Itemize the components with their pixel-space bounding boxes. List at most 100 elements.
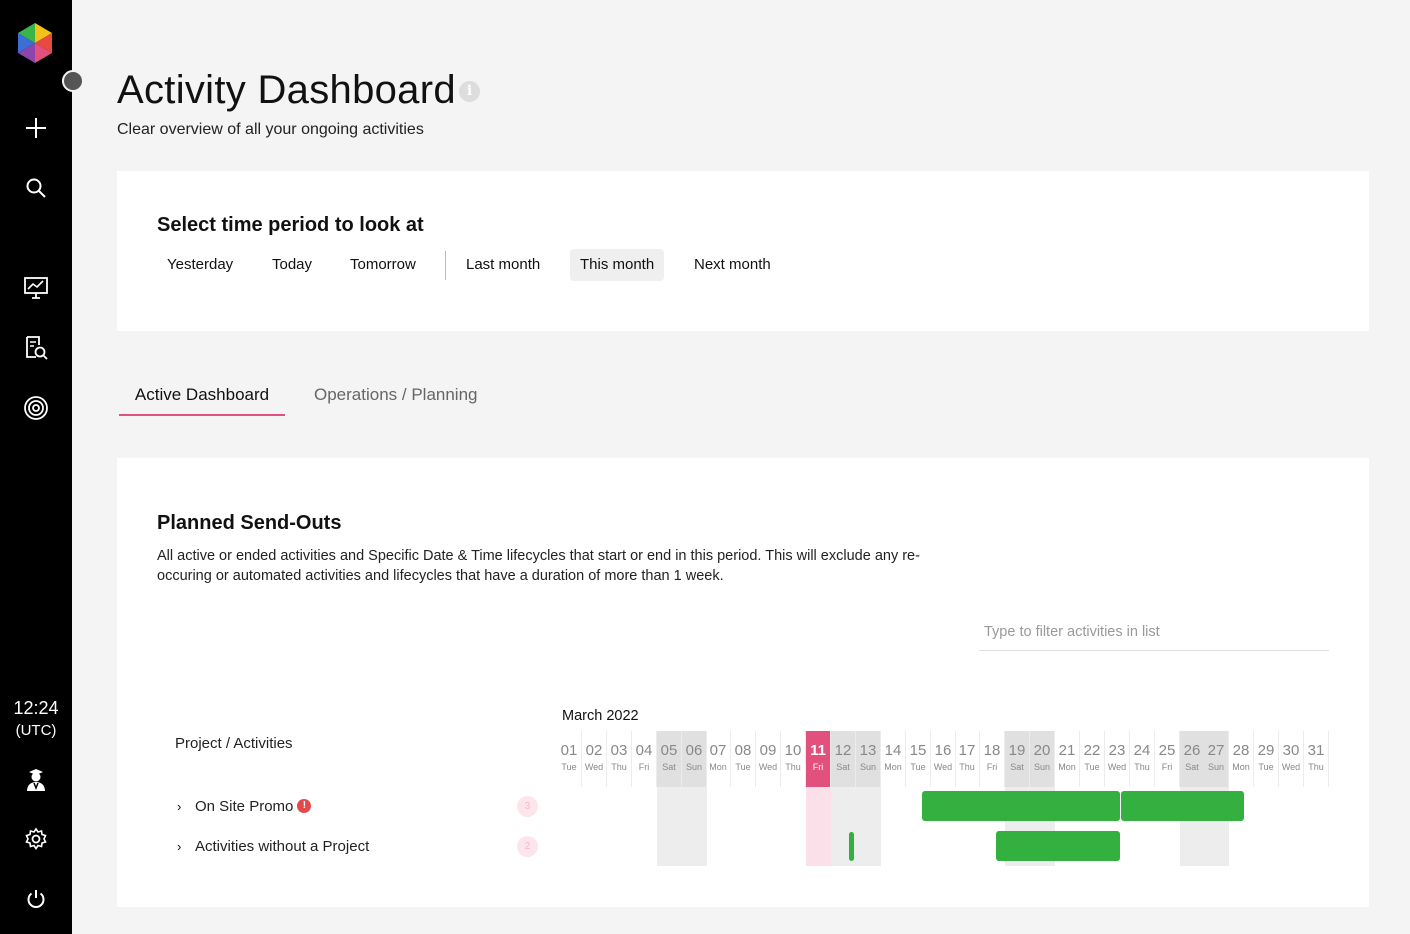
clock-zone: (UTC) [15, 722, 57, 739]
timeline-day-weekday: Sun [685, 762, 702, 772]
timeline-day-number: 26 [1183, 742, 1201, 759]
time-period-card: Select time period to look at Yesterday … [117, 171, 1369, 331]
timeline-day: 06 Sun [682, 731, 707, 787]
timeline-day-weekday: Wed [1281, 762, 1301, 772]
timeline-day: 22 Tue [1080, 731, 1105, 787]
timeline-day-weekday: Sun [1207, 762, 1224, 772]
period-today-button[interactable]: Today [272, 256, 313, 273]
timeline-day-number: 03 [610, 742, 628, 759]
weekend-column-band [657, 787, 682, 866]
timeline-day: 10 Thu [781, 731, 806, 787]
page-subtitle: Clear overview of all your ongoing activ… [117, 121, 424, 138]
timeline-day-number: 15 [909, 742, 927, 759]
chevron-right-icon[interactable]: › [177, 798, 182, 814]
timeline-day-number: 21 [1058, 742, 1076, 759]
timeline-day: 15 Tue [906, 731, 931, 787]
timeline-day-weekday: Wed [584, 762, 604, 772]
power-icon[interactable] [19, 882, 53, 916]
timeline-day: 25 Fri [1155, 731, 1180, 787]
tab-operations-planning[interactable]: Operations / Planning [314, 385, 478, 404]
timeline-day: 02 Wed [582, 731, 607, 787]
timeline-day: 09 Wed [756, 731, 781, 787]
timeline-day-weekday: Mon [884, 762, 902, 772]
timeline-day-number: 31 [1307, 742, 1325, 759]
search-icon[interactable] [19, 171, 53, 205]
activity-bar[interactable] [849, 832, 854, 861]
timeline-day-number: 23 [1108, 742, 1126, 759]
timeline-day-weekday: Wed [1107, 762, 1127, 772]
sendouts-title: Planned Send-Outs [157, 512, 342, 534]
period-next-month-button[interactable]: Next month [694, 256, 771, 273]
timeline-day-number: 08 [734, 742, 752, 759]
timeline-day-weekday: Sat [662, 762, 676, 772]
timeline-day-number: 17 [958, 742, 976, 759]
info-icon[interactable]: i [459, 81, 480, 102]
tab-active-dashboard[interactable]: Active Dashboard [119, 376, 285, 416]
timeline-day: 19 Sat [1005, 731, 1030, 787]
timeline-day-number: 25 [1158, 742, 1176, 759]
timeline-day-weekday: Mon [1232, 762, 1250, 772]
period-tomorrow-button[interactable]: Tomorrow [350, 256, 416, 273]
timeline-month-label: March 2022 [562, 708, 639, 724]
timeline-day-number: 12 [834, 742, 852, 759]
activity-count-badge: 3 [517, 796, 538, 817]
timeline-day-weekday: Wed [933, 762, 953, 772]
timeline-day-number: 06 [685, 742, 703, 759]
timeline-day-number: 02 [585, 742, 603, 759]
sidebar-collapse-button[interactable] [62, 70, 84, 92]
add-icon[interactable] [19, 111, 53, 145]
timeline-day: 21 Mon [1055, 731, 1080, 787]
report-search-icon[interactable] [19, 331, 53, 365]
timeline-day-number: 19 [1008, 742, 1026, 759]
weekend-column-band [682, 787, 707, 866]
timeline-day-weekday: Sun [1033, 762, 1050, 772]
timeline-day: 03 Thu [607, 731, 632, 787]
timeline-day-weekday: Thu [1134, 762, 1150, 772]
timeline-day-number: 07 [709, 742, 727, 759]
period-this-month-button[interactable]: This month [570, 249, 665, 281]
timeline-day: 18 Fri [980, 731, 1005, 787]
app-logo[interactable] [15, 22, 55, 64]
timeline-day-weekday: Thu [1308, 762, 1324, 772]
target-icon[interactable] [19, 391, 53, 425]
settings-gear-icon[interactable] [19, 822, 53, 856]
project-row-activities-without-project[interactable]: › Activities without a Project [177, 836, 369, 856]
timeline-day: 20 Sun [1030, 731, 1055, 787]
timeline-day: 16 Wed [931, 731, 956, 787]
activity-bar[interactable] [996, 831, 1120, 861]
user-avatar-icon[interactable] [19, 762, 53, 796]
timeline-day: 26 Sat [1180, 731, 1205, 787]
period-yesterday-button[interactable]: Yesterday [167, 256, 234, 273]
timeline-day-number: 10 [784, 742, 802, 759]
project-row-on-site-promo[interactable]: › On Site Promo ! [177, 796, 312, 816]
activity-filter-input[interactable] [979, 614, 1329, 651]
activity-bar[interactable] [1121, 791, 1244, 821]
period-last-month-button[interactable]: Last month [466, 256, 541, 273]
weekend-column-band [856, 787, 881, 866]
timeline-day-number: 09 [759, 742, 777, 759]
timeline-day: 05 Sat [657, 731, 682, 787]
timeline-day: 28 Mon [1229, 731, 1254, 787]
planned-sendouts-card: Planned Send-Outs All active or ended ac… [117, 458, 1369, 907]
chevron-right-icon[interactable]: › [177, 838, 182, 854]
sidebar: 12:24 (UTC) [0, 0, 72, 934]
timeline-day: 01 Tue [557, 731, 582, 787]
timeline-day-weekday: Mon [1058, 762, 1076, 772]
project-row-label: On Site Promo [195, 797, 294, 815]
clock: 12:24 (UTC) [0, 696, 72, 742]
timeline-day-weekday: Wed [758, 762, 778, 772]
timeline-day: 31 Thu [1304, 731, 1329, 787]
dashboard-monitor-icon[interactable] [19, 271, 53, 305]
activity-bar[interactable] [922, 791, 1120, 821]
timeline-day-weekday: Fri [1161, 762, 1173, 772]
timeline-day-weekday: Sat [1185, 762, 1199, 772]
time-period-title: Select time period to look at [157, 214, 424, 236]
timeline-day: 24 Thu [1130, 731, 1155, 787]
timeline-day-number: 29 [1257, 742, 1275, 759]
page-title: Activity Dashboard [117, 68, 456, 112]
timeline-day-weekday: Tue [910, 762, 926, 772]
timeline-day-weekday: Fri [812, 762, 824, 772]
timeline-day-number: 18 [983, 742, 1001, 759]
timeline-day: 29 Tue [1254, 731, 1279, 787]
timeline-day-weekday: Sat [836, 762, 850, 772]
